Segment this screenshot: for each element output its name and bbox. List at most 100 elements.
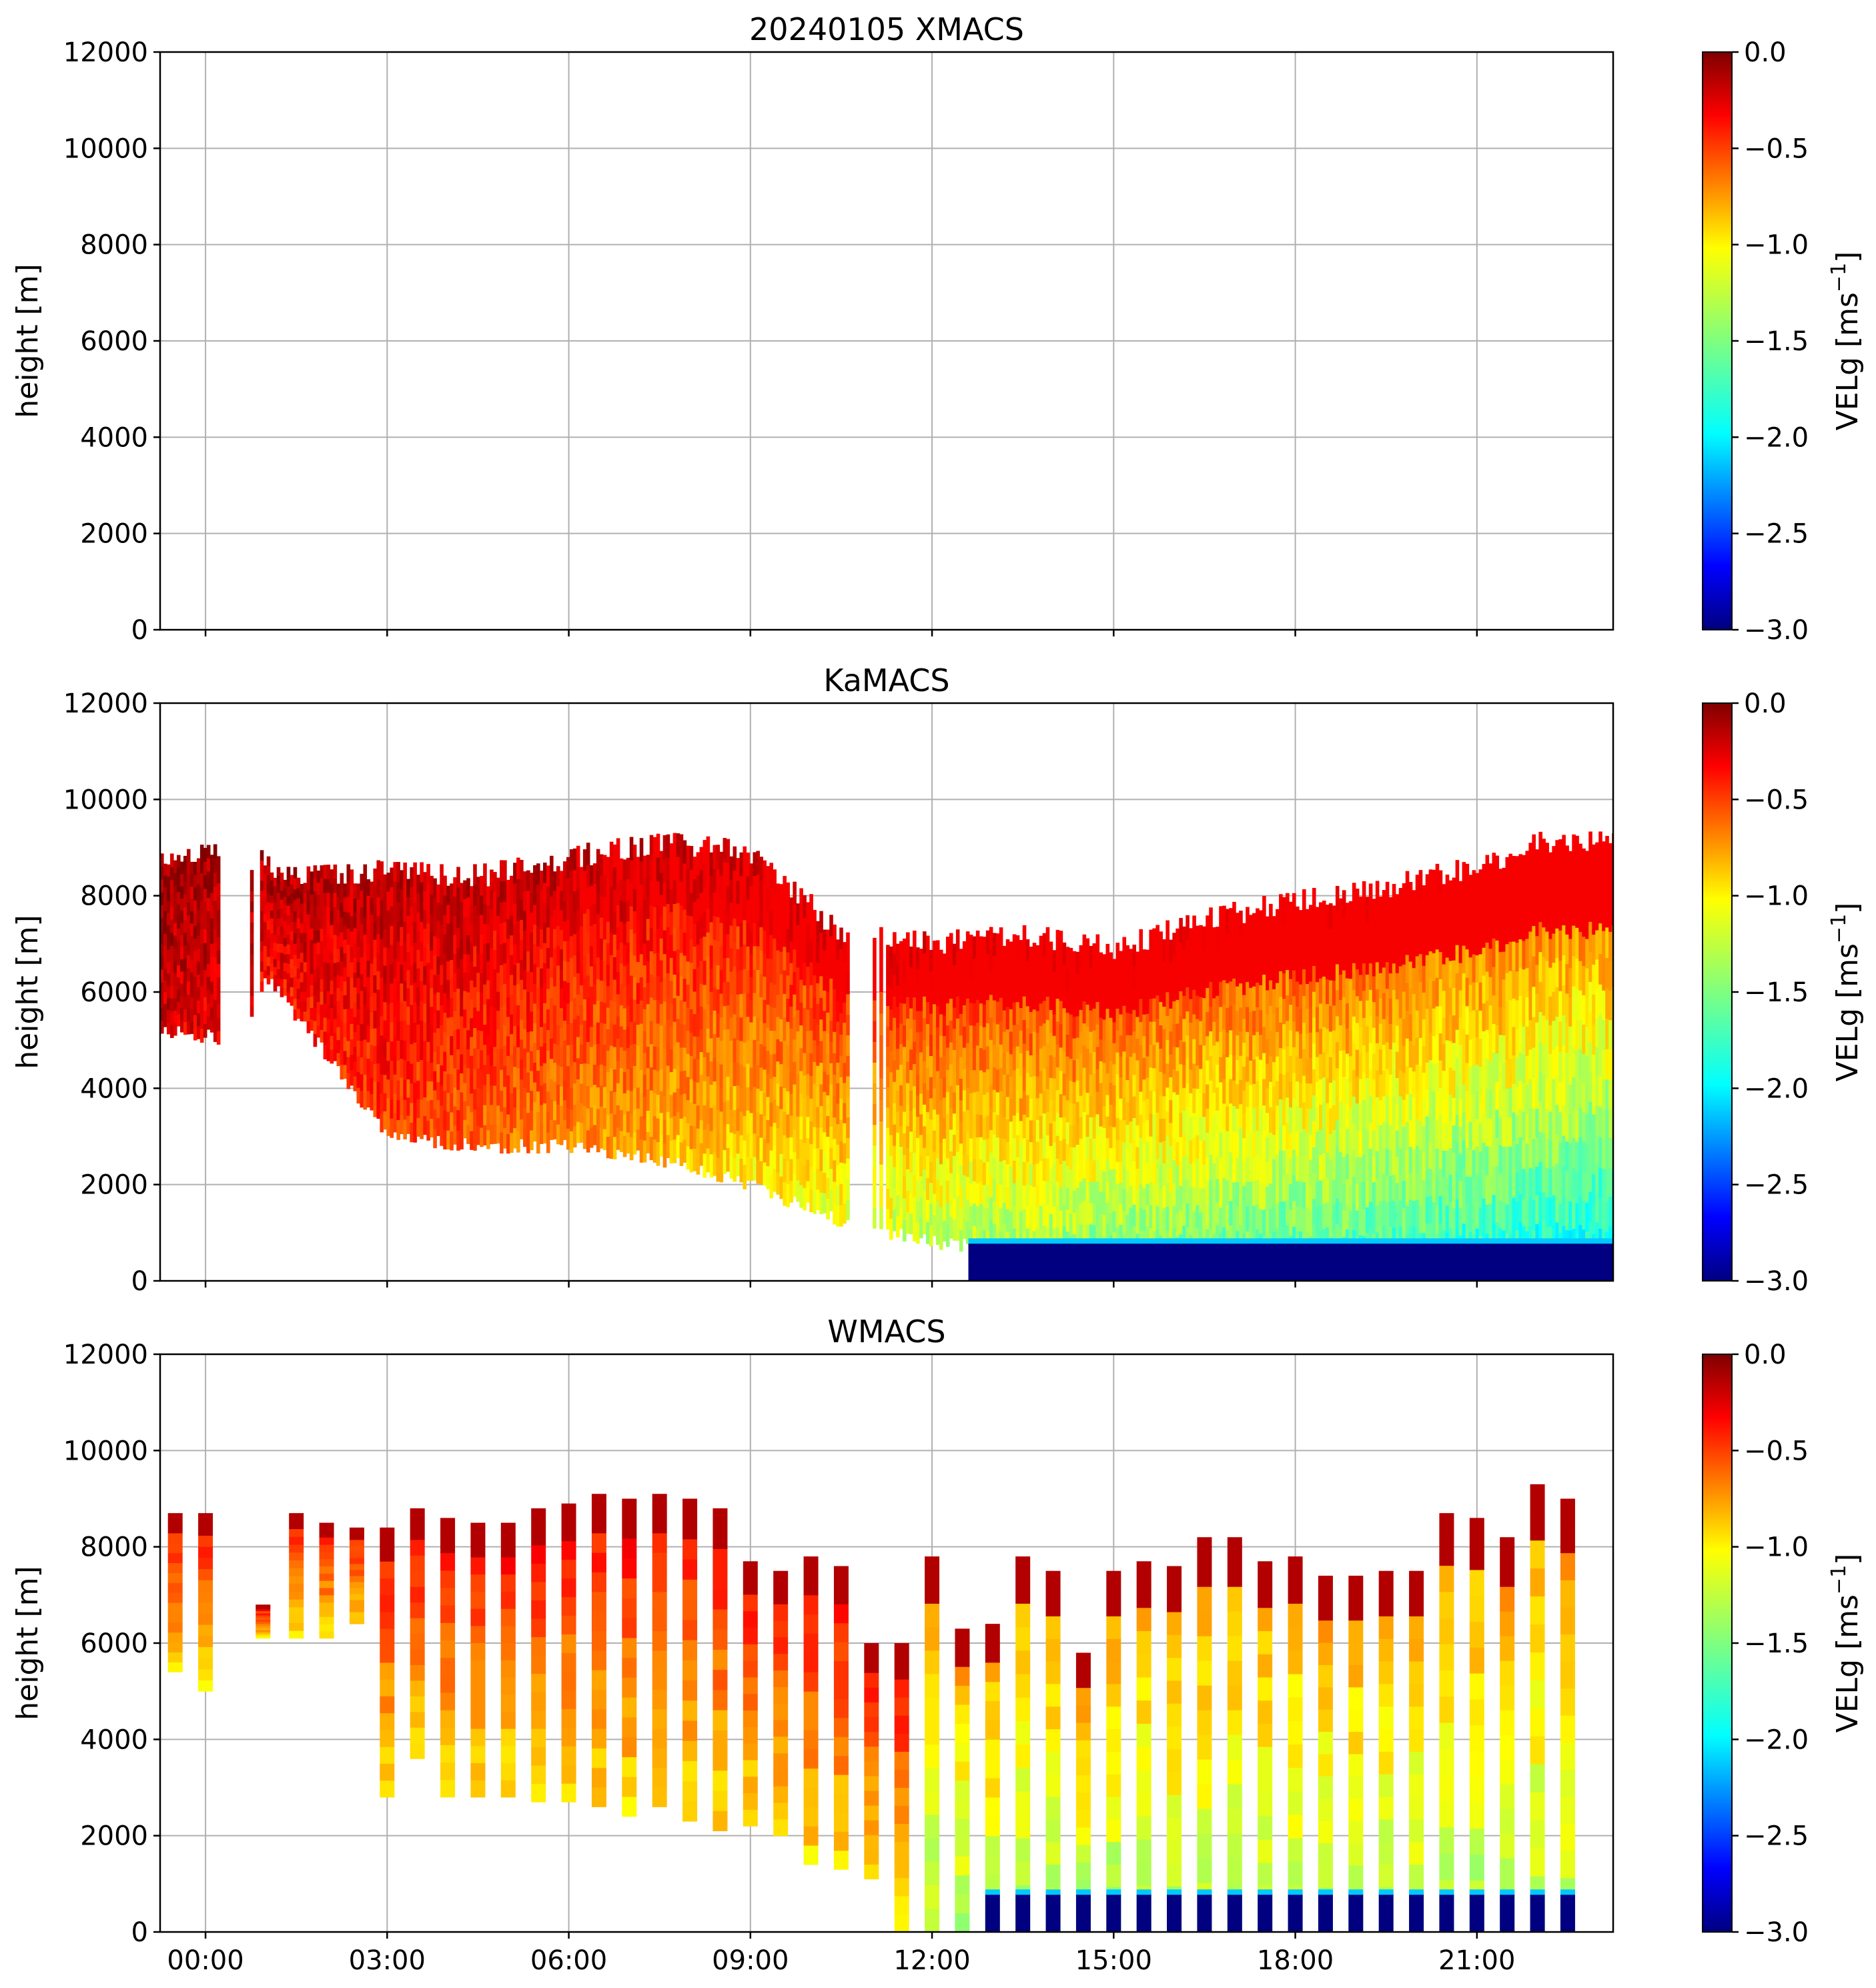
velocity-cell — [962, 1217, 967, 1239]
velocity-cell — [1189, 1187, 1193, 1211]
velocity-cell — [366, 911, 371, 929]
velocity-cell — [326, 907, 331, 921]
velocity-cell — [1009, 1143, 1013, 1167]
velocity-cell — [739, 923, 744, 947]
velocity-cell — [1292, 1098, 1296, 1125]
velocity-cell — [975, 1022, 980, 1046]
velocity-cell — [612, 889, 617, 913]
velocity-cell — [400, 983, 404, 1003]
velocity-cell — [463, 935, 467, 955]
velocity-cell — [1325, 1078, 1330, 1103]
velocity-cell — [952, 1197, 957, 1219]
velocity-cell — [616, 949, 620, 972]
velocity-cell — [873, 1062, 877, 1084]
velocity-cell — [1328, 1031, 1333, 1057]
velocity-cell — [460, 1130, 464, 1150]
velocity-cell — [303, 1001, 308, 1012]
velocity-cell — [776, 1017, 780, 1039]
velocity-cell — [682, 955, 687, 979]
velocity-cell — [1292, 1200, 1296, 1227]
velocity-cell — [433, 1051, 437, 1071]
velocity-cell — [925, 1001, 930, 1024]
velocity-cell — [559, 1125, 564, 1145]
velocity-cell — [296, 998, 301, 1009]
velocity-cell — [326, 949, 331, 963]
velocity-cell — [803, 985, 807, 1008]
velocity-cell — [763, 1069, 767, 1093]
velocity-cell — [433, 974, 437, 995]
velocity-cell — [189, 899, 194, 911]
velocity-cell — [626, 1131, 630, 1154]
velocity-cell — [1119, 1224, 1123, 1246]
velocity-cell — [1292, 1149, 1296, 1176]
velocity-cell — [569, 979, 574, 1001]
velocity-cell — [480, 1011, 484, 1031]
velocity-cell — [356, 946, 361, 963]
velocity-cell — [992, 1223, 997, 1247]
velocity-cell — [896, 1174, 900, 1196]
velocity-cell — [1216, 1064, 1220, 1088]
velocity-cell — [1032, 1186, 1037, 1209]
velocity-cell — [1172, 1183, 1176, 1206]
velocity-cell — [443, 895, 447, 915]
velocity-cell — [189, 911, 194, 924]
velocity-cell — [500, 943, 504, 965]
velocity-cell — [612, 1024, 617, 1047]
velocity-cell — [989, 927, 993, 950]
velocity-cell — [989, 1017, 993, 1040]
velocity-cell — [1276, 1080, 1280, 1106]
velocity-cell — [183, 971, 187, 984]
velocity-cell — [530, 892, 534, 913]
velocity-cell — [699, 1051, 704, 1075]
velocity-cell — [572, 891, 577, 913]
velocity-cell — [689, 869, 694, 893]
velocity-cell — [702, 1057, 707, 1081]
velocity-cell — [696, 1082, 700, 1106]
velocity-cell — [829, 1147, 833, 1169]
velocity-cell — [346, 864, 351, 881]
velocity-cell — [1165, 1182, 1169, 1207]
velocity-cell — [1122, 937, 1127, 961]
velocity-cell — [903, 981, 907, 1004]
velocity-cell — [1338, 1025, 1343, 1051]
velocity-cell — [889, 1135, 893, 1156]
velocity-cell — [756, 898, 761, 923]
velocity-cell — [343, 1037, 348, 1051]
velocity-cell — [433, 993, 437, 1014]
velocity-cell — [526, 991, 530, 1012]
velocity-cell — [1232, 1080, 1236, 1106]
velocity-cell — [889, 1218, 893, 1240]
velocity-cell — [530, 1129, 534, 1151]
velocity-cell — [1055, 1021, 1060, 1045]
velocity-cell — [160, 905, 164, 919]
velocity-cell — [1302, 1075, 1306, 1103]
velocity-cell — [506, 1075, 510, 1095]
velocity-cell — [206, 923, 211, 938]
velocity-cell — [1216, 1201, 1220, 1225]
velocity-cell — [1125, 1079, 1130, 1103]
velocity-cell — [1302, 889, 1306, 917]
velocity-cell — [1199, 1188, 1203, 1213]
velocity-cell — [523, 969, 527, 990]
velocity-cell — [1202, 1069, 1206, 1093]
velocity-cell — [619, 1005, 624, 1027]
velocity-cell — [1055, 953, 1060, 976]
velocity-cell — [1262, 1131, 1266, 1158]
velocity-cell — [992, 1067, 997, 1090]
velocity-cell — [1082, 1023, 1087, 1046]
velocity-cell — [296, 887, 301, 899]
velocity-cell — [809, 917, 813, 940]
velocity-cell — [959, 1057, 963, 1079]
velocity-cell — [1342, 1049, 1346, 1077]
velocity-cell — [759, 1161, 764, 1185]
velocity-cell — [1226, 1131, 1230, 1156]
velocity-cell — [433, 955, 437, 975]
velocity-cell — [1385, 1201, 1390, 1229]
velocity-cell — [1328, 1133, 1333, 1160]
velocity-cell — [373, 886, 378, 905]
velocity-cell — [416, 931, 420, 950]
velocity-cell — [773, 1053, 777, 1077]
velocity-cell — [343, 1050, 348, 1065]
velocity-cell — [672, 1045, 677, 1069]
velocity-cell — [903, 960, 907, 983]
